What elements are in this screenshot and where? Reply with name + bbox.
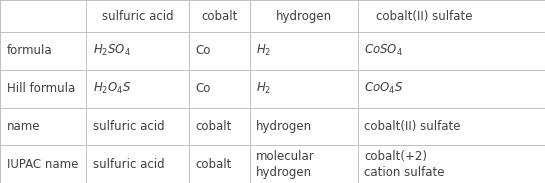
Text: IUPAC name: IUPAC name xyxy=(7,158,78,171)
Text: cobalt: cobalt xyxy=(201,10,237,23)
Text: sulfuric acid: sulfuric acid xyxy=(101,10,173,23)
Text: name: name xyxy=(7,120,40,133)
Text: $H_{2}SO_{4}$: $H_{2}SO_{4}$ xyxy=(93,43,131,58)
Text: cobalt(+2)
cation sulfate: cobalt(+2) cation sulfate xyxy=(364,150,445,179)
Text: formula: formula xyxy=(7,44,52,57)
Text: cobalt: cobalt xyxy=(195,120,232,133)
Text: cobalt: cobalt xyxy=(195,158,232,171)
Text: Hill formula: Hill formula xyxy=(7,82,75,95)
Text: molecular
hydrogen: molecular hydrogen xyxy=(256,150,315,179)
Text: sulfuric acid: sulfuric acid xyxy=(93,120,164,133)
Text: sulfuric acid: sulfuric acid xyxy=(93,158,164,171)
Text: $H_{2}$: $H_{2}$ xyxy=(256,81,271,96)
Text: Co: Co xyxy=(195,44,210,57)
Text: $CoO_{4}S$: $CoO_{4}S$ xyxy=(364,81,403,96)
Text: $CoSO_{4}$: $CoSO_{4}$ xyxy=(364,43,403,58)
Text: cobalt(II) sulfate: cobalt(II) sulfate xyxy=(376,10,473,23)
Text: $H_{2}O_{4}S$: $H_{2}O_{4}S$ xyxy=(93,81,131,96)
Text: hydrogen: hydrogen xyxy=(256,120,312,133)
Text: cobalt(II) sulfate: cobalt(II) sulfate xyxy=(364,120,461,133)
Text: Co: Co xyxy=(195,82,210,95)
Text: hydrogen: hydrogen xyxy=(276,10,331,23)
Text: $H_{2}$: $H_{2}$ xyxy=(256,43,271,58)
